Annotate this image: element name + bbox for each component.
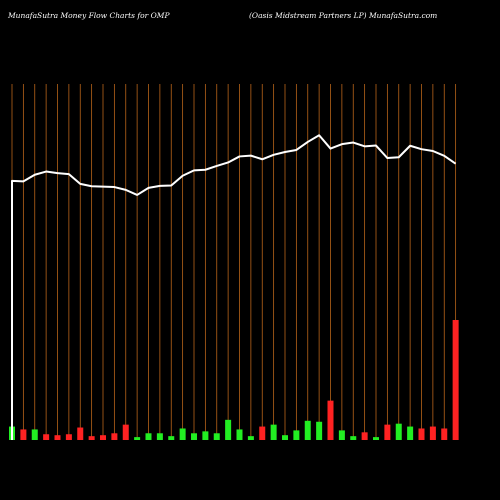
volume-bar [350, 436, 357, 440]
volume-bar [54, 435, 61, 440]
volume-bar [225, 419, 232, 440]
volume-bar [327, 400, 334, 440]
chart-title-left: MunafaSutra Money Flow Charts for OMP [8, 11, 170, 20]
volume-bar [179, 428, 186, 440]
volume-bar [88, 436, 95, 440]
volume-bar [43, 434, 50, 440]
price-line [11, 134, 457, 440]
volume-bar [213, 433, 220, 440]
price-line-group [11, 134, 457, 440]
volume-bar [407, 426, 414, 440]
volume-bar [361, 432, 368, 440]
volume-bar [418, 428, 425, 440]
volume-bar [77, 427, 84, 440]
volume-bar [304, 420, 311, 440]
volume-bar [338, 430, 345, 440]
volume-bar [191, 433, 197, 440]
volume-bar [270, 424, 277, 440]
volume-bar [429, 426, 436, 440]
volume-bar [384, 424, 391, 440]
volume-bar [452, 320, 459, 440]
volume-bar [316, 421, 323, 440]
volume-bar [202, 431, 209, 440]
chart-title-right: (Oasis Midstream Partners LP) MunafaSutr… [249, 11, 438, 20]
volume-bar [395, 423, 402, 440]
volume-bars [9, 320, 459, 440]
volume-bar [122, 424, 129, 440]
volume-bar [441, 428, 448, 440]
volume-bar [293, 430, 300, 440]
volume-bar [168, 436, 175, 440]
volume-bar [134, 437, 141, 440]
volume-bar [156, 433, 163, 440]
volume-bar [100, 435, 106, 440]
volume-bar [111, 433, 118, 440]
volume-bar [20, 429, 27, 440]
volume-bar [282, 435, 288, 440]
volume-bar [65, 434, 72, 440]
volume-bar [373, 437, 379, 440]
volume-bar [236, 429, 243, 440]
volume-bar [145, 433, 152, 440]
volume-bar [259, 426, 266, 440]
grid-lines [11, 84, 457, 440]
volume-bar [247, 436, 254, 440]
volume-bar [31, 429, 38, 440]
